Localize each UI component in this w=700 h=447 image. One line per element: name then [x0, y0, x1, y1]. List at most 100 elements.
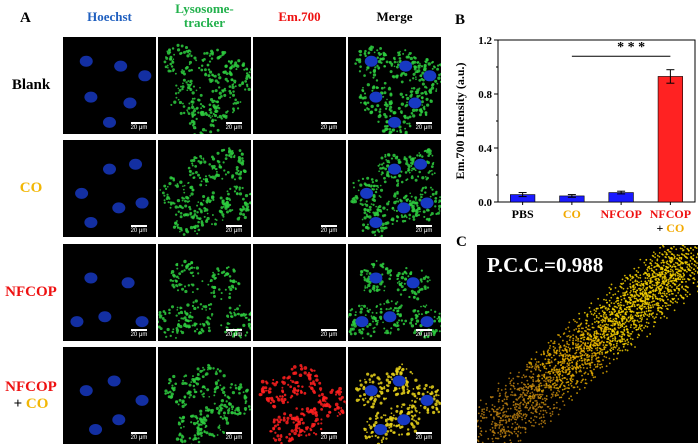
scatter-point [646, 277, 649, 279]
scatter-point [533, 394, 536, 397]
scatter-point [682, 272, 685, 275]
scatter-point [571, 365, 574, 367]
scatter-point [604, 319, 607, 322]
scatter-point [653, 317, 656, 320]
scatter-point [560, 396, 563, 399]
scatter-point [554, 351, 557, 354]
scatter-point [646, 318, 648, 321]
scatter-point [504, 434, 507, 437]
scatter-point [689, 247, 692, 250]
micrograph-image [79, 55, 152, 128]
scatter-point [597, 332, 600, 335]
scatter-point [512, 394, 514, 397]
scatter-point [598, 312, 601, 315]
scatter-point [594, 376, 597, 378]
scatter-point [616, 357, 618, 360]
scatter-point [635, 315, 638, 317]
scale-bar: 20 μm [128, 122, 150, 132]
scatter-point [642, 273, 645, 276]
scatter-point [601, 353, 604, 355]
scatter-point [552, 378, 555, 381]
scatter-point [678, 275, 681, 278]
scatter-point [580, 331, 583, 333]
scatter-point [676, 254, 679, 256]
scatter-point [649, 333, 652, 335]
scatter-point [569, 382, 572, 385]
scatter-point [561, 349, 564, 352]
scatter-point [632, 285, 635, 287]
scatter-point [657, 298, 659, 300]
scatter-point [483, 413, 485, 416]
column-header-3: Em.700 [278, 9, 321, 24]
micrograph-image [350, 148, 441, 237]
scatter-point [543, 384, 546, 387]
scatter-point [619, 301, 622, 304]
scatter-point [618, 347, 620, 349]
scatter-point [548, 347, 551, 349]
scatter-point [687, 249, 690, 252]
scatter-point [614, 337, 617, 340]
scatter-point [534, 409, 537, 412]
scatter-point [667, 278, 670, 281]
micrograph-tile: 20 μm [63, 140, 156, 237]
scatter-point [510, 441, 513, 443]
scatter-point [589, 343, 592, 346]
scatter-point [577, 348, 580, 351]
scatter-point [641, 304, 644, 307]
scatter-point [542, 409, 545, 412]
scatter-point [535, 361, 538, 363]
scatter-point [529, 406, 532, 409]
scatter-point [621, 331, 623, 334]
scatter-point [640, 288, 643, 291]
scatter-point [626, 349, 629, 352]
scatter-point [564, 353, 567, 355]
scatter-point [534, 365, 537, 367]
scatter-point [532, 412, 534, 415]
scatter-point [547, 380, 550, 383]
scatter-point [570, 379, 572, 382]
scatter-point [614, 310, 617, 313]
scatter-point [593, 309, 596, 311]
scatter-point [654, 265, 656, 268]
scatter-point [674, 283, 677, 286]
scatter-point [654, 262, 657, 264]
scatter-point [696, 290, 698, 293]
scatter-point [617, 290, 620, 293]
scatter-point [671, 286, 673, 288]
scatter-point [617, 304, 620, 307]
scatter-point [565, 381, 568, 384]
scatter-point [576, 321, 578, 324]
scatter-point [657, 292, 660, 295]
scatter-point [659, 317, 662, 319]
scatter-point [672, 282, 675, 284]
micrograph-tile: 20 μm [63, 244, 156, 341]
scatter-point [564, 366, 566, 369]
scatter-point [517, 430, 520, 433]
scatter-point [660, 262, 663, 264]
scatter-point [634, 314, 637, 317]
scatter-point [674, 273, 677, 275]
scatter-point [643, 305, 645, 308]
scatter-point [537, 361, 540, 363]
scatter-point [563, 385, 566, 388]
scatter-point [609, 314, 612, 316]
scatter-point [530, 417, 532, 420]
scatter-point [648, 301, 651, 304]
scatter-point [696, 281, 698, 283]
scatter-point [614, 293, 617, 296]
micrograph-tile: 20 μm [158, 347, 251, 444]
scatter-point [608, 299, 611, 302]
micrograph-tile: 20 μm [63, 347, 156, 444]
scatter-point [479, 399, 482, 402]
scatter-point [526, 392, 529, 394]
scatter-point [548, 353, 551, 356]
scatter-point [578, 370, 581, 373]
scatter-point [640, 297, 643, 299]
scatter-point [599, 350, 602, 353]
scale-bar: 20 μm [223, 432, 245, 442]
scatter-point [605, 370, 608, 373]
scatter-point [642, 285, 645, 287]
scatter-point [530, 358, 533, 360]
scatter-point [639, 325, 641, 328]
scatter-point [493, 417, 495, 420]
